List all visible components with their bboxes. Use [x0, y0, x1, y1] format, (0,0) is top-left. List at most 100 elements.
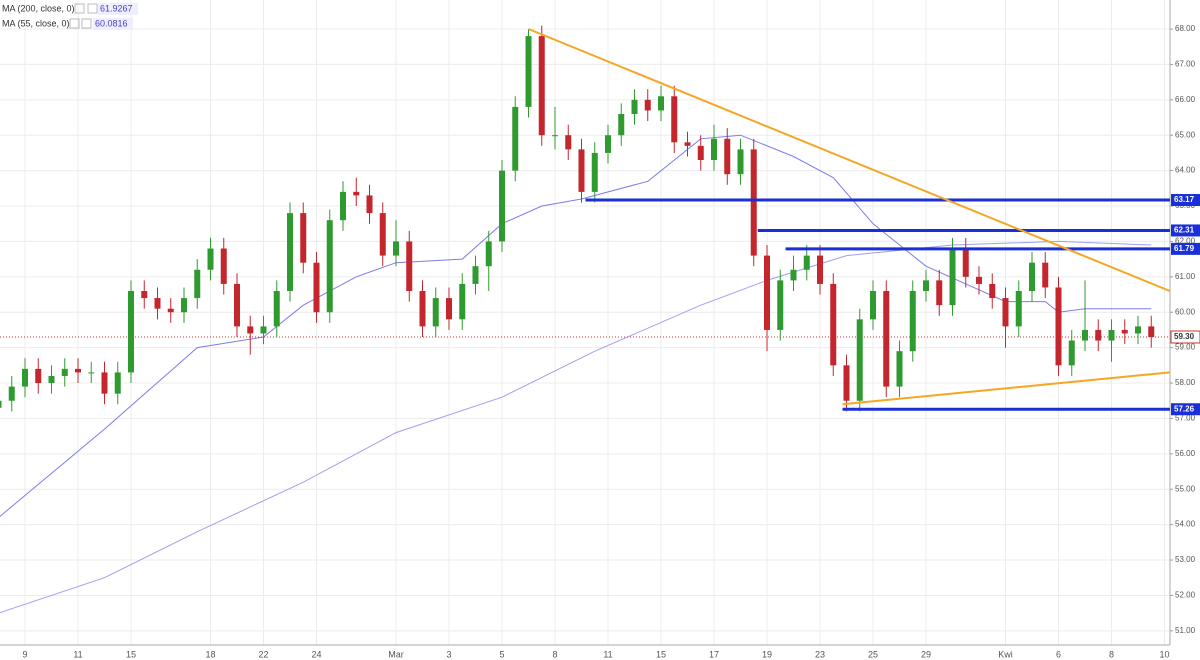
level-label-box — [1171, 403, 1200, 416]
last-price-label: 59.30 — [1174, 332, 1195, 341]
candle-body — [1002, 298, 1009, 327]
x-tick-label: 3 — [446, 649, 451, 659]
level-label: 57.26 — [1174, 404, 1195, 413]
candle-body — [605, 135, 611, 153]
y-tick-label: 61.00 — [1175, 272, 1196, 281]
candle-body — [432, 298, 439, 327]
candle-body — [512, 106, 519, 171]
level-label: 61.79 — [1174, 244, 1195, 253]
x-tick-label: 11 — [603, 649, 612, 659]
x-tick-label: 29 — [921, 649, 931, 659]
candle-body — [856, 319, 863, 401]
x-tick-label: 9 — [22, 649, 27, 659]
candle-body — [459, 283, 466, 320]
moving-average — [0, 240, 1152, 614]
level-label-box — [1171, 242, 1200, 255]
last-price-box — [1170, 330, 1200, 344]
candle-body — [61, 368, 68, 376]
y-tick-label: 57.00 — [1175, 414, 1196, 423]
candle-body — [340, 191, 346, 221]
candle-body — [817, 255, 823, 284]
candle-body — [48, 375, 55, 384]
candle-body — [909, 290, 916, 352]
candle-body — [618, 113, 625, 136]
y-tick-label: 68.00 — [1175, 24, 1196, 33]
candle-body — [194, 269, 201, 299]
trendline — [842, 371, 1170, 406]
candle-body — [1082, 329, 1088, 341]
candle-body — [88, 372, 95, 374]
y-tick-label: 59.00 — [1175, 343, 1196, 352]
x-tick-label: 8 — [1109, 649, 1114, 659]
candle-body — [631, 99, 638, 114]
candle-body — [1135, 326, 1141, 334]
candle-body — [538, 36, 545, 136]
candle-body — [353, 191, 360, 196]
candle-body — [737, 149, 744, 175]
candle-body — [989, 283, 996, 299]
level-label-box — [1171, 194, 1200, 207]
y-tick-label: 53.00 — [1175, 555, 1196, 564]
x-tick-label: 22 — [258, 649, 268, 659]
y-tick-label: 62.00 — [1175, 237, 1196, 246]
y-tick-label: 55.00 — [1175, 484, 1196, 493]
x-tick-label: 11 — [73, 649, 82, 659]
candle-body — [35, 368, 42, 384]
legend-name: MA (55, close, 0) — [2, 18, 70, 28]
candle-body — [114, 372, 121, 394]
candle-body — [830, 283, 837, 366]
moving-average — [0, 134, 1152, 517]
candle-body — [658, 96, 664, 111]
legend-name: MA (200, close, 0) — [2, 3, 75, 13]
x-tick-label: 8 — [552, 649, 557, 659]
legend-icon — [81, 18, 92, 29]
y-tick-label: 65.00 — [1175, 130, 1196, 139]
candle-body — [552, 135, 558, 137]
candle-body — [207, 248, 214, 270]
candle-body — [141, 290, 148, 299]
candle-body — [22, 368, 28, 387]
candle-body — [1095, 329, 1102, 341]
candle-body — [578, 149, 585, 192]
candle-body — [167, 308, 174, 313]
y-tick-label: 64.00 — [1175, 166, 1196, 175]
candle-body — [220, 248, 227, 284]
candle-body — [1015, 290, 1022, 327]
candle-body — [419, 290, 426, 327]
y-tick-label: 60.00 — [1175, 307, 1196, 316]
candle-body — [697, 145, 704, 161]
level-label: 62.31 — [1174, 226, 1195, 235]
candle-body — [565, 135, 572, 150]
x-tick-label: 15 — [656, 649, 666, 659]
candle-body — [499, 170, 505, 242]
candle-body — [764, 255, 770, 330]
candle-body — [446, 298, 452, 320]
candle-body — [1121, 329, 1128, 334]
x-tick-label: 15 — [126, 649, 136, 659]
candle-body — [300, 213, 307, 263]
x-tick-label: 19 — [762, 649, 772, 659]
candle-body — [8, 386, 15, 401]
candle-body — [234, 283, 240, 327]
candle-body — [1108, 329, 1115, 341]
y-tick-label: 56.00 — [1175, 449, 1196, 458]
y-tick-label: 54.00 — [1175, 520, 1196, 529]
x-tick-label: 10 — [1159, 649, 1169, 659]
candle-body — [1042, 262, 1049, 288]
legend-value-box — [98, 3, 138, 15]
legend-value: 60.0816 — [95, 18, 128, 28]
candle-body — [750, 149, 757, 256]
x-tick-label: 18 — [205, 649, 215, 659]
candle-body — [591, 152, 598, 192]
candle-body — [247, 326, 254, 334]
candle-body — [684, 142, 691, 146]
candle-body — [1055, 287, 1062, 366]
y-tick-label: 58.00 — [1175, 378, 1196, 387]
candle-body — [260, 326, 267, 334]
x-tick-label: 17 — [709, 649, 719, 659]
candle-body — [472, 266, 479, 284]
legend-icon — [87, 3, 98, 14]
candle-body — [128, 290, 134, 373]
candle-body — [273, 290, 280, 327]
